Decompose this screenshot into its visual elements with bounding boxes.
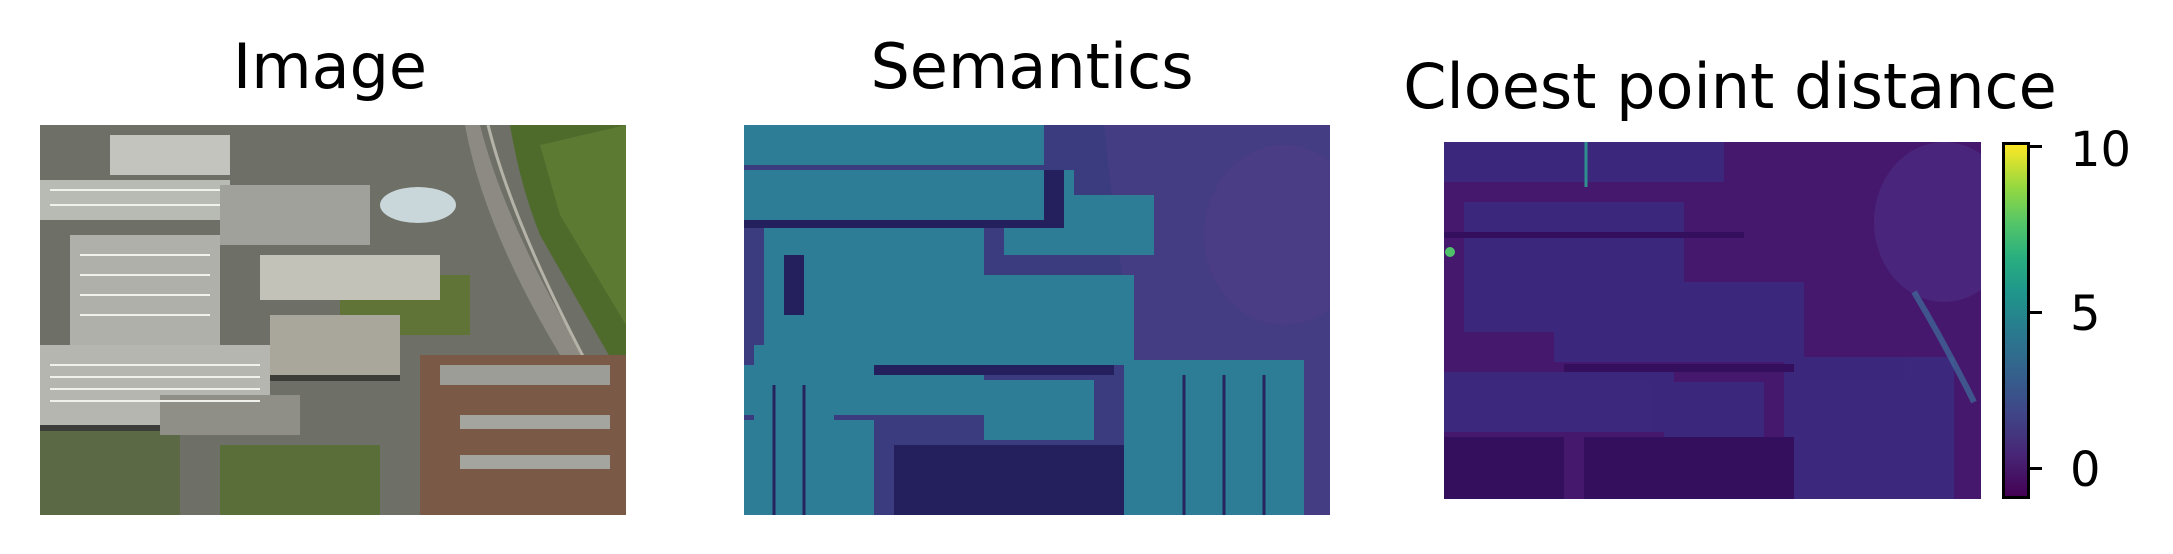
- aerial-image-graphic: [40, 125, 626, 515]
- colorbar: [2002, 142, 2030, 499]
- image-panel-title: Image: [232, 30, 428, 103]
- aerial-image: [40, 125, 626, 515]
- colorbar-tick-5: [2030, 311, 2042, 314]
- distance-panel-title: Cloest point distance: [1403, 50, 2057, 123]
- semantics-map: [744, 125, 1330, 515]
- colorbar-tick-10: [2030, 145, 2042, 148]
- distance-map: [1444, 142, 1981, 499]
- distance-map-graphic: [1444, 142, 1981, 499]
- colorbar-label-10: 10: [2070, 122, 2132, 178]
- colorbar-tick-0: [2030, 467, 2042, 470]
- semantics-map-graphic: [744, 125, 1330, 515]
- semantics-panel-title: Semantics: [870, 30, 1194, 103]
- colorbar-label-0: 0: [2070, 442, 2101, 498]
- colorbar-label-5: 5: [2070, 286, 2101, 342]
